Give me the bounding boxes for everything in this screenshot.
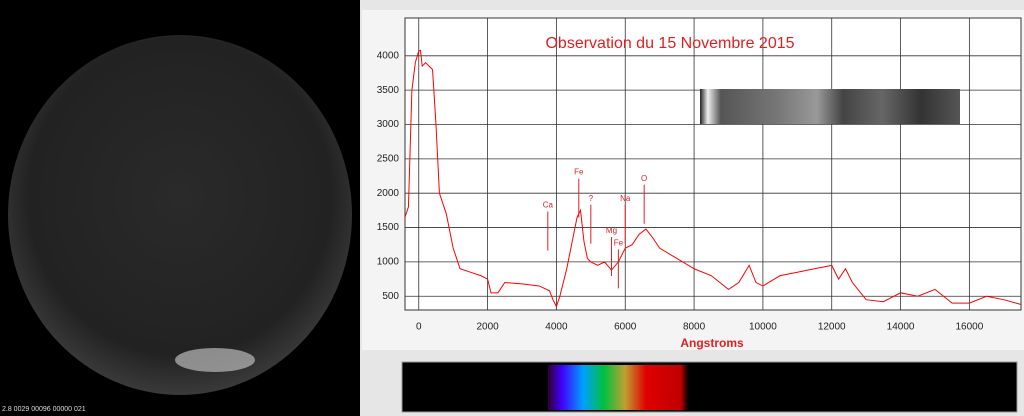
annotation-label: Fe — [614, 238, 624, 247]
x-tick-label: 8000 — [683, 322, 706, 333]
spectrum-line — [404, 49, 1022, 308]
chart-title: Observation du 15 Novembre 2015 — [545, 35, 794, 52]
annotation-label: O — [641, 174, 647, 183]
annotation-label: Na — [620, 194, 631, 203]
light-glow — [175, 348, 255, 372]
fisheye-sky — [8, 35, 352, 395]
y-tick-label: 1000 — [377, 257, 400, 268]
y-tick-label: 2500 — [377, 153, 400, 164]
y-tick-label: 500 — [382, 291, 399, 302]
color-spectrum — [548, 365, 688, 410]
x-tick-label: 16000 — [955, 322, 983, 333]
x-tick-label: 6000 — [614, 322, 637, 333]
annotation-label: Mg — [606, 226, 617, 235]
y-tick-label: 1500 — [377, 222, 400, 233]
x-tick-label: 2000 — [476, 322, 499, 333]
plot-area — [404, 17, 1022, 311]
annotation-label: Ca — [543, 201, 554, 210]
x-tick-label: 10000 — [749, 322, 777, 333]
camera-overlay: 2.8 0029 00096 00000 021 — [2, 406, 86, 413]
spectrum-strip — [700, 89, 960, 124]
y-tick-label: 3000 — [377, 119, 400, 130]
annotation-label: Fe — [574, 168, 584, 177]
color-spectrum-frame — [401, 361, 1018, 413]
x-tick-label: 12000 — [818, 322, 846, 333]
x-axis-label: Angstroms — [680, 336, 744, 350]
y-tick-label: 3500 — [377, 85, 400, 96]
x-tick-label: 4000 — [545, 322, 568, 333]
x-tick-label: 0 — [416, 322, 422, 333]
y-tick-label: 4000 — [377, 50, 400, 61]
x-tick-label: 14000 — [887, 322, 915, 333]
y-tick-label: 2000 — [377, 188, 400, 199]
annotation-label: ? — [589, 194, 594, 203]
